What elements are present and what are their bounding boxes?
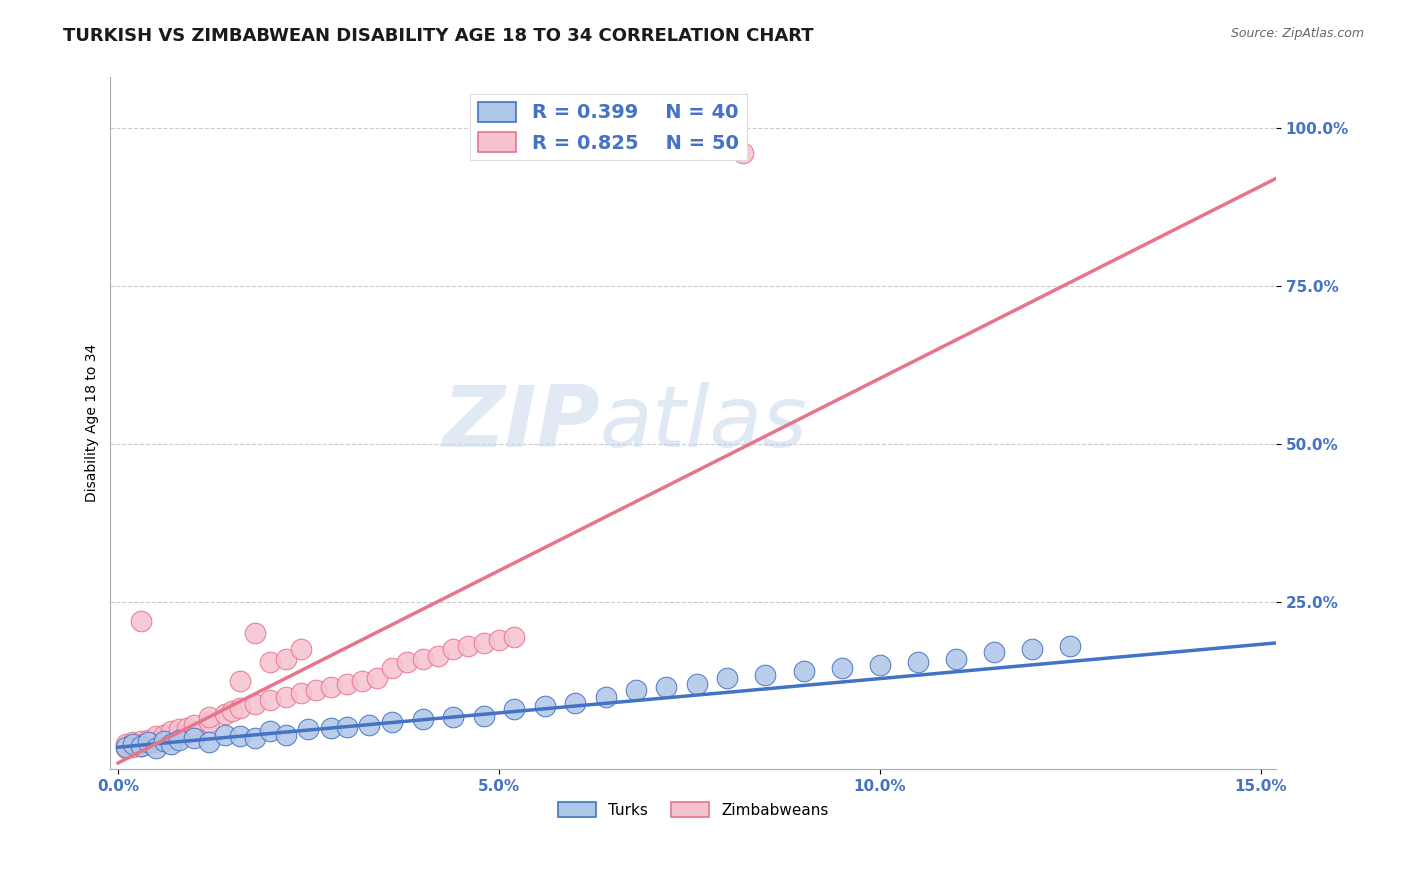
Point (793, 665, 815, 679)
Point (160, 729, 183, 743)
Point (831, 661, 853, 675)
Point (366, 671, 388, 685)
Point (214, 707, 236, 722)
Point (412, 712, 434, 726)
Point (945, 651, 967, 665)
Point (114, 741, 136, 756)
Point (321, 721, 343, 735)
Text: atlas: atlas (600, 382, 808, 465)
Point (472, 708, 495, 723)
Point (167, 723, 190, 737)
Point (129, 739, 152, 753)
Point (129, 614, 152, 628)
Point (114, 737, 136, 751)
Point (564, 696, 586, 710)
Point (229, 673, 252, 688)
Point (122, 735, 145, 749)
Point (122, 737, 145, 751)
Point (122, 740, 145, 755)
Point (214, 727, 236, 741)
Text: Source: ZipAtlas.com: Source: ZipAtlas.com (1230, 27, 1364, 40)
Point (176, 726, 198, 740)
Point (359, 718, 381, 732)
Point (129, 739, 152, 753)
Point (869, 658, 891, 673)
Point (412, 651, 434, 665)
Point (259, 655, 281, 669)
Point (686, 677, 709, 691)
Point (457, 639, 479, 653)
Point (441, 710, 464, 724)
Point (1021, 642, 1043, 657)
Point (176, 721, 198, 735)
Point (243, 626, 266, 640)
Point (335, 720, 357, 734)
Point (198, 735, 221, 749)
Point (152, 727, 174, 741)
Point (297, 723, 319, 737)
Point (129, 734, 152, 748)
Point (243, 731, 266, 745)
Point (350, 673, 373, 688)
Point (243, 697, 266, 711)
Point (907, 655, 929, 669)
Point (259, 693, 281, 707)
Point (221, 704, 243, 718)
Point (183, 724, 205, 739)
Point (183, 718, 205, 732)
Point (1059, 639, 1081, 653)
Point (983, 645, 1005, 659)
Point (274, 651, 297, 665)
Point (259, 724, 281, 739)
Point (335, 677, 357, 691)
Point (503, 702, 526, 716)
Point (114, 740, 136, 755)
Point (488, 632, 510, 647)
Point (160, 737, 183, 751)
Point (167, 727, 190, 741)
Text: ZIP: ZIP (443, 382, 600, 465)
Point (198, 714, 221, 729)
Point (138, 735, 160, 749)
Legend: Turks, Zimbabweans: Turks, Zimbabweans (551, 796, 835, 824)
Point (321, 680, 343, 694)
Point (754, 667, 776, 681)
Point (145, 735, 167, 749)
Point (381, 714, 404, 729)
Point (274, 690, 297, 704)
Point (396, 655, 419, 669)
Point (145, 729, 167, 743)
Point (229, 701, 252, 715)
Text: TURKISH VS ZIMBABWEAN DISABILITY AGE 18 TO 34 CORRELATION CHART: TURKISH VS ZIMBABWEAN DISABILITY AGE 18 … (63, 27, 814, 45)
Point (229, 729, 252, 743)
Point (152, 734, 174, 748)
Point (183, 731, 205, 745)
Point (503, 630, 526, 644)
Point (595, 690, 617, 704)
Point (624, 683, 647, 698)
Point (152, 731, 174, 745)
Point (274, 727, 297, 741)
Point (731, 146, 754, 161)
Point (441, 642, 464, 657)
Point (290, 686, 312, 700)
Point (305, 683, 328, 698)
Point (533, 699, 555, 714)
Point (145, 741, 167, 756)
Point (472, 636, 495, 650)
Point (138, 737, 160, 751)
Point (290, 642, 312, 657)
Point (381, 661, 404, 675)
Point (167, 732, 190, 747)
Point (716, 671, 738, 685)
Y-axis label: Disability Age 18 to 34: Disability Age 18 to 34 (86, 344, 100, 502)
Point (138, 732, 160, 747)
Point (426, 648, 449, 663)
Point (160, 724, 183, 739)
Point (198, 710, 221, 724)
Point (655, 680, 678, 694)
